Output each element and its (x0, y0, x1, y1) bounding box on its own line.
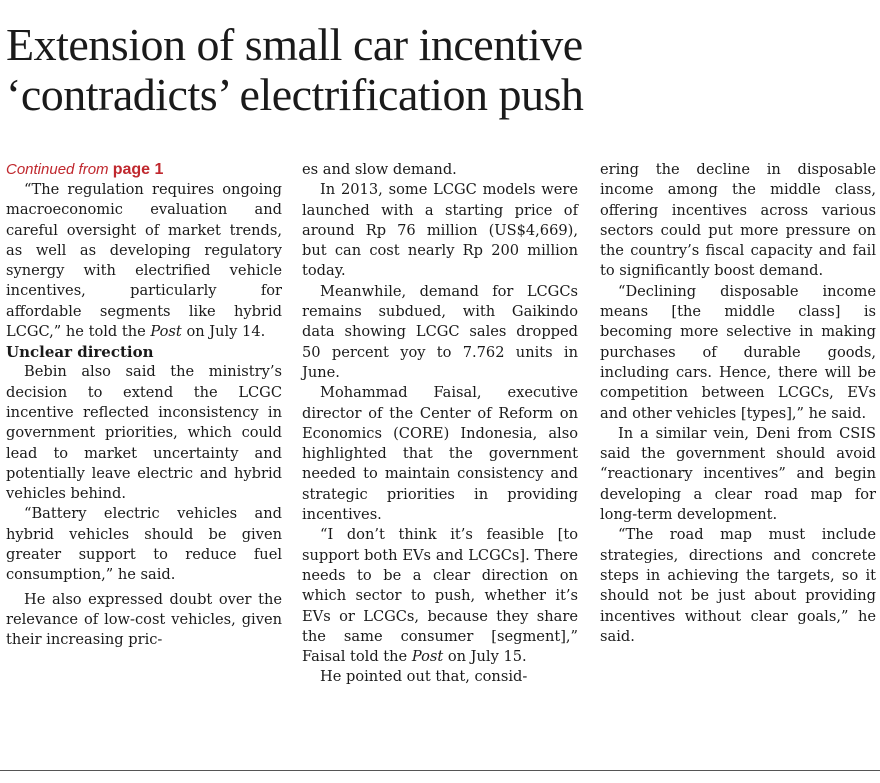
paragraph: Bebin also said the ministry’s decision … (6, 363, 282, 503)
paragraph: In a similar vein, Deni from CSIS said t… (600, 424, 876, 524)
headline-line-1: Extension of small car incentive (6, 19, 583, 70)
article-column-1: Continued from page 1 “The regulation re… (6, 160, 282, 651)
article-column-3: ering the decline in disposable income a… (600, 160, 876, 647)
bottom-divider (0, 770, 880, 771)
paragraph: “Declining disposable income means [the … (600, 282, 876, 422)
paragraph: He pointed out that, consid- (320, 668, 528, 686)
subheading: Unclear direction (6, 343, 154, 362)
paragraph: “The road map must include strategies, d… (600, 526, 876, 645)
continued-page-link[interactable]: page 1 (112, 161, 164, 178)
publication-name: Post (411, 648, 444, 666)
paragraph: In 2013, some LCGC models were launched … (302, 181, 578, 280)
paragraph: es and slow demand. (302, 161, 457, 178)
paragraph: “Battery electric vehicles and hybrid ve… (6, 505, 282, 584)
paragraph: Meanwhile, demand for LCGCs remains subd… (302, 282, 578, 381)
paragraph: He also expressed doubt over the relevan… (6, 590, 282, 649)
paragraph: Mohammad Faisal, executive director of t… (302, 384, 578, 524)
article-column-2: es and slow demand. In 2013, some LCGC m… (302, 160, 578, 688)
headline-line-2: ‘contradicts’ electrification push (6, 69, 584, 120)
publication-name: Post (150, 323, 182, 341)
headline: Extension of small car incentive ‘contra… (6, 20, 874, 120)
paragraph: “I don’t think it’s feasible [to support… (302, 525, 578, 667)
paragraph: “The regulation requires ongoing macroec… (6, 180, 282, 342)
paragraph-text: “The regulation requires ongoing macroec… (6, 181, 282, 341)
paragraph: ering the decline in disposable income a… (600, 161, 876, 280)
paragraph-text-end: on July 14. (186, 323, 266, 341)
paragraph-text-end: on July 15. (447, 648, 527, 666)
continued-from: Continued from page 1 (6, 160, 282, 180)
continued-prefix: Continued from (6, 161, 109, 178)
paragraph-text: “I don’t think it’s feasible [to support… (302, 526, 578, 666)
